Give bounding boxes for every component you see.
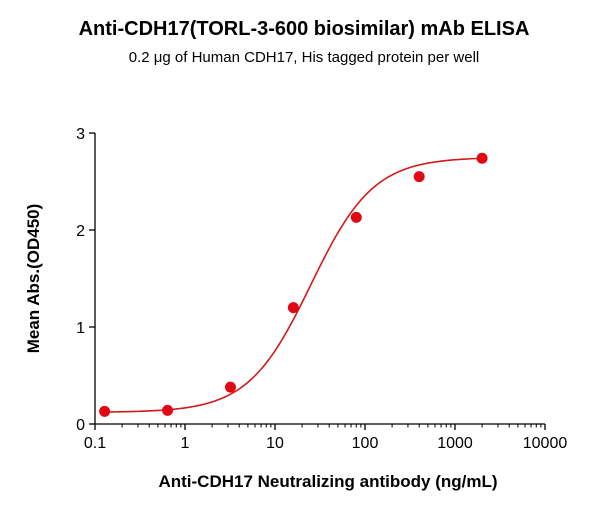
x-axis-label: Anti-CDH17 Neutralizing antibody (ng/mL) <box>158 472 497 491</box>
data-point <box>99 405 111 417</box>
data-point <box>224 381 236 393</box>
x-tick-label: 10 <box>266 435 284 452</box>
y-tick-label: 3 <box>76 126 85 143</box>
x-tick-label: 1 <box>181 435 190 452</box>
chart-subtitle: 0.2 μg of Human CDH17, His tagged protei… <box>128 49 480 66</box>
x-tick-label: 0.1 <box>84 435 106 452</box>
data-point <box>287 302 299 314</box>
data-point <box>476 152 488 164</box>
y-tick-label: 1 <box>76 320 85 337</box>
x-tick-label: 1000 <box>437 435 473 452</box>
y-tick-label: 0 <box>76 417 85 434</box>
data-point <box>162 404 174 416</box>
y-tick-label: 2 <box>76 223 85 240</box>
x-tick-label: 10000 <box>523 435 568 452</box>
x-tick-label: 100 <box>352 435 379 452</box>
fit-curve <box>104 157 483 413</box>
chart-title: Anti-CDH17(TORL-3-600 biosimilar) mAb EL… <box>78 18 530 40</box>
data-point <box>350 211 362 223</box>
y-axis-label: Mean Abs.(OD450) <box>24 204 43 354</box>
data-point <box>413 171 425 183</box>
